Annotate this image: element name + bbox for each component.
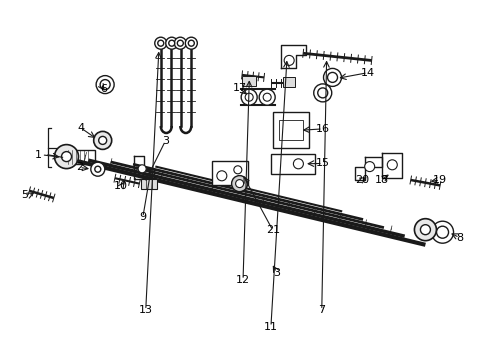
Text: 20: 20 — [354, 175, 368, 185]
Circle shape — [154, 37, 166, 49]
Bar — [272, 112, 308, 148]
Text: 7: 7 — [318, 305, 325, 315]
Circle shape — [313, 84, 331, 102]
Circle shape — [241, 89, 257, 105]
Text: 1: 1 — [35, 150, 41, 160]
Circle shape — [431, 221, 452, 243]
Circle shape — [177, 40, 183, 46]
Circle shape — [414, 219, 435, 241]
Text: 4: 4 — [77, 123, 84, 133]
Text: 11: 11 — [264, 322, 277, 332]
Circle shape — [420, 225, 429, 235]
Text: 9: 9 — [139, 212, 146, 222]
Circle shape — [138, 165, 146, 173]
Circle shape — [95, 166, 101, 172]
Bar — [271, 154, 315, 174]
Text: 3: 3 — [273, 267, 280, 278]
Circle shape — [284, 55, 294, 66]
Circle shape — [259, 89, 275, 105]
Circle shape — [61, 152, 71, 162]
Bar — [141, 179, 157, 189]
Circle shape — [231, 176, 247, 192]
Circle shape — [188, 40, 194, 46]
Circle shape — [91, 162, 104, 176]
Circle shape — [99, 136, 106, 144]
Circle shape — [323, 68, 341, 86]
Circle shape — [436, 226, 447, 238]
Text: 16: 16 — [315, 124, 329, 134]
Text: 19: 19 — [432, 175, 446, 185]
Bar — [211, 161, 247, 185]
Circle shape — [317, 88, 327, 98]
Circle shape — [263, 93, 271, 101]
Text: 18: 18 — [374, 175, 387, 185]
Circle shape — [168, 40, 174, 46]
Text: 3: 3 — [162, 136, 168, 146]
Circle shape — [100, 80, 110, 90]
Circle shape — [386, 160, 396, 170]
Bar — [282, 77, 294, 87]
Circle shape — [94, 131, 111, 149]
Text: 13: 13 — [139, 305, 152, 315]
Circle shape — [54, 145, 79, 168]
Text: 12: 12 — [236, 275, 249, 285]
Circle shape — [327, 72, 337, 82]
Circle shape — [216, 171, 226, 181]
Circle shape — [364, 162, 374, 172]
Text: 21: 21 — [265, 225, 279, 235]
Circle shape — [233, 166, 242, 174]
Text: 8: 8 — [455, 233, 462, 243]
Text: 2: 2 — [76, 162, 82, 172]
Circle shape — [165, 37, 178, 49]
Circle shape — [244, 93, 253, 101]
Circle shape — [96, 76, 114, 94]
Bar — [278, 120, 303, 140]
Bar — [64, 150, 94, 163]
Text: 5: 5 — [21, 190, 28, 201]
Circle shape — [293, 159, 303, 169]
Circle shape — [185, 37, 197, 49]
Bar — [242, 76, 256, 86]
Circle shape — [174, 37, 186, 49]
Text: 6: 6 — [100, 84, 107, 94]
Text: 14: 14 — [360, 68, 374, 78]
Circle shape — [235, 180, 243, 188]
Circle shape — [158, 40, 163, 46]
Text: 17: 17 — [232, 83, 246, 93]
Text: 10: 10 — [114, 181, 128, 192]
Text: 15: 15 — [315, 158, 329, 168]
